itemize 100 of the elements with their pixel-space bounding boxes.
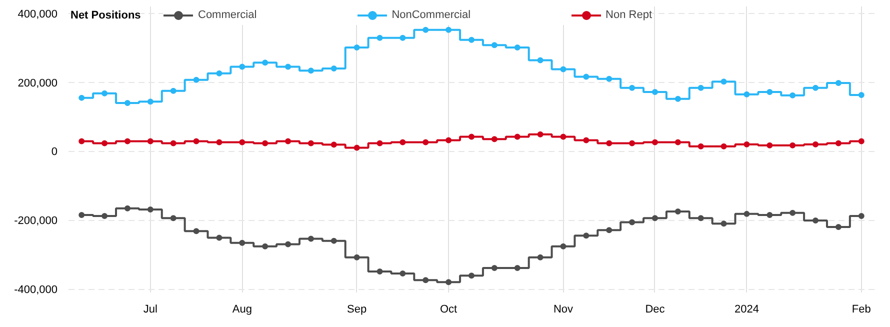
point [285,64,292,70]
y-tick-label: 400,000 [18,8,58,20]
point [583,137,590,144]
point [652,215,658,222]
point [560,66,566,72]
point [766,212,773,218]
point [147,98,154,105]
point [835,80,842,86]
point [170,215,176,222]
point [698,143,704,150]
point [376,268,383,274]
x-tick-label: Sep [347,304,367,316]
point [285,138,292,144]
point [262,243,268,250]
point [468,134,474,140]
point [400,139,406,146]
point [376,34,383,41]
point [790,142,796,148]
point [78,138,85,144]
point [560,243,566,250]
point [330,142,337,148]
x-tick-label: Jul [143,304,158,316]
point [124,138,130,144]
point [744,91,750,98]
point [468,36,474,43]
point [239,139,246,146]
point [812,217,819,224]
point [835,224,842,230]
point [170,88,176,94]
point [330,66,337,72]
point [330,238,337,244]
point [102,213,108,219]
x-tick-label: Feb [852,304,871,316]
point [812,141,819,148]
point [537,57,544,64]
point [514,265,520,272]
point [285,241,292,248]
point [376,140,383,146]
point [147,206,154,212]
point [422,277,429,284]
point [262,140,268,146]
legend-label: Non Rept [606,9,652,21]
point [354,144,360,151]
legend-title: Net Positions [70,10,141,22]
point [514,44,520,50]
point [674,208,681,215]
point [858,138,864,144]
point [652,88,658,95]
y-tick-label: 200,000 [18,77,58,90]
point [766,142,773,148]
point [422,139,429,146]
point [193,228,200,234]
point [858,213,864,219]
point [491,42,498,48]
point [629,140,636,146]
point [308,236,314,242]
legend-label: Commercial [198,9,257,21]
point [193,138,200,144]
point [147,138,154,144]
point [606,140,612,146]
point [629,219,636,226]
point [720,143,727,150]
point [446,279,452,286]
point [308,140,314,146]
point [652,139,658,146]
point [583,232,590,239]
point [560,134,566,140]
x-tick-label: Dec [645,304,666,316]
x-tick-label: Oct [440,304,458,316]
point [606,227,612,234]
point [78,212,85,218]
point [766,88,773,95]
y-tick-label: -400,000 [14,284,58,296]
point [835,140,842,146]
point [239,240,246,246]
point [216,234,222,241]
x-tick-label: Aug [232,304,252,316]
point [124,205,130,212]
point [790,92,796,98]
point [446,137,452,144]
point [354,254,360,260]
point [446,26,452,33]
point [790,210,796,216]
point [606,76,612,82]
point [400,34,406,41]
point [858,92,864,98]
point [216,70,222,76]
point [629,84,636,91]
point [400,270,406,277]
point [193,76,200,83]
x-tick-label: 2024 [734,304,759,316]
point [674,96,681,102]
point [720,220,727,227]
point [468,272,474,279]
point [216,139,222,146]
point [744,141,750,148]
point [537,131,544,138]
point [491,136,498,142]
point [102,90,108,96]
point [744,210,750,217]
